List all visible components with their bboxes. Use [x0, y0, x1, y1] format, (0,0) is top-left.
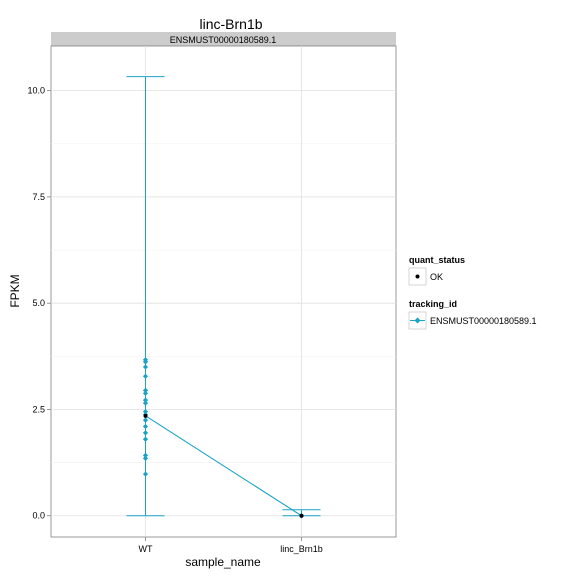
replicate-point	[142, 455, 149, 461]
facet-strip-bg	[51, 32, 396, 46]
replicate-point	[142, 452, 149, 458]
x-tick-label: WT	[139, 544, 153, 554]
plot-panel	[50, 45, 397, 538]
legend-ok-point-icon	[415, 274, 420, 279]
legend-quant-status-title: quant_status	[409, 255, 465, 265]
mean-point	[299, 513, 304, 518]
replicate-point	[142, 387, 149, 393]
y-tick-label: 7.5	[32, 192, 45, 202]
replicate-point	[142, 423, 149, 430]
replicate-point	[142, 397, 149, 403]
y-tick-label: 5.0	[32, 298, 45, 308]
replicate-point	[142, 400, 149, 406]
facet-strip-label: ENSMUST00000180589.1	[170, 35, 277, 45]
replicate-point	[142, 417, 149, 423]
chart-title: linc-Brn1b	[199, 16, 262, 32]
replicate-point	[142, 357, 149, 363]
replicate-point	[142, 430, 149, 436]
x-axis-label: sample_name	[185, 555, 261, 569]
y-tick-label: 10.0	[27, 86, 45, 96]
plot-marks	[126, 76, 321, 519]
y-tick-label: 2.5	[32, 404, 45, 414]
replicate-point	[142, 364, 149, 370]
x-axis: WT linc_Brn1b	[139, 537, 323, 554]
replicate-point	[142, 408, 149, 415]
y-axis: 0.0 2.5 5.0 7.5 10.0	[27, 86, 51, 521]
legend: quant_status OK tracking_id ENSMUST00000…	[408, 255, 537, 330]
y-tick-label: 0.0	[32, 511, 45, 521]
legend-tracking-id-title: tracking_id	[409, 299, 457, 309]
legend-ok-label: OK	[430, 272, 443, 282]
legend-quant-status: quant_status OK	[408, 255, 465, 286]
y-axis-label: FPKM	[8, 274, 22, 307]
mean-point	[143, 413, 148, 418]
x-tick-label: linc_Brn1b	[280, 544, 323, 554]
replicate-point	[142, 390, 149, 396]
series-line	[145, 415, 302, 517]
facet-strip: ENSMUST00000180589.1	[51, 32, 396, 46]
replicate-point	[142, 373, 149, 379]
legend-tracking-id: tracking_id ENSMUST00000180589.1	[408, 299, 537, 330]
legend-series-label: ENSMUST00000180589.1	[430, 316, 537, 326]
legend-series-diamond-icon	[414, 317, 421, 324]
replicate-point	[142, 471, 149, 477]
replicate-point	[142, 436, 149, 442]
